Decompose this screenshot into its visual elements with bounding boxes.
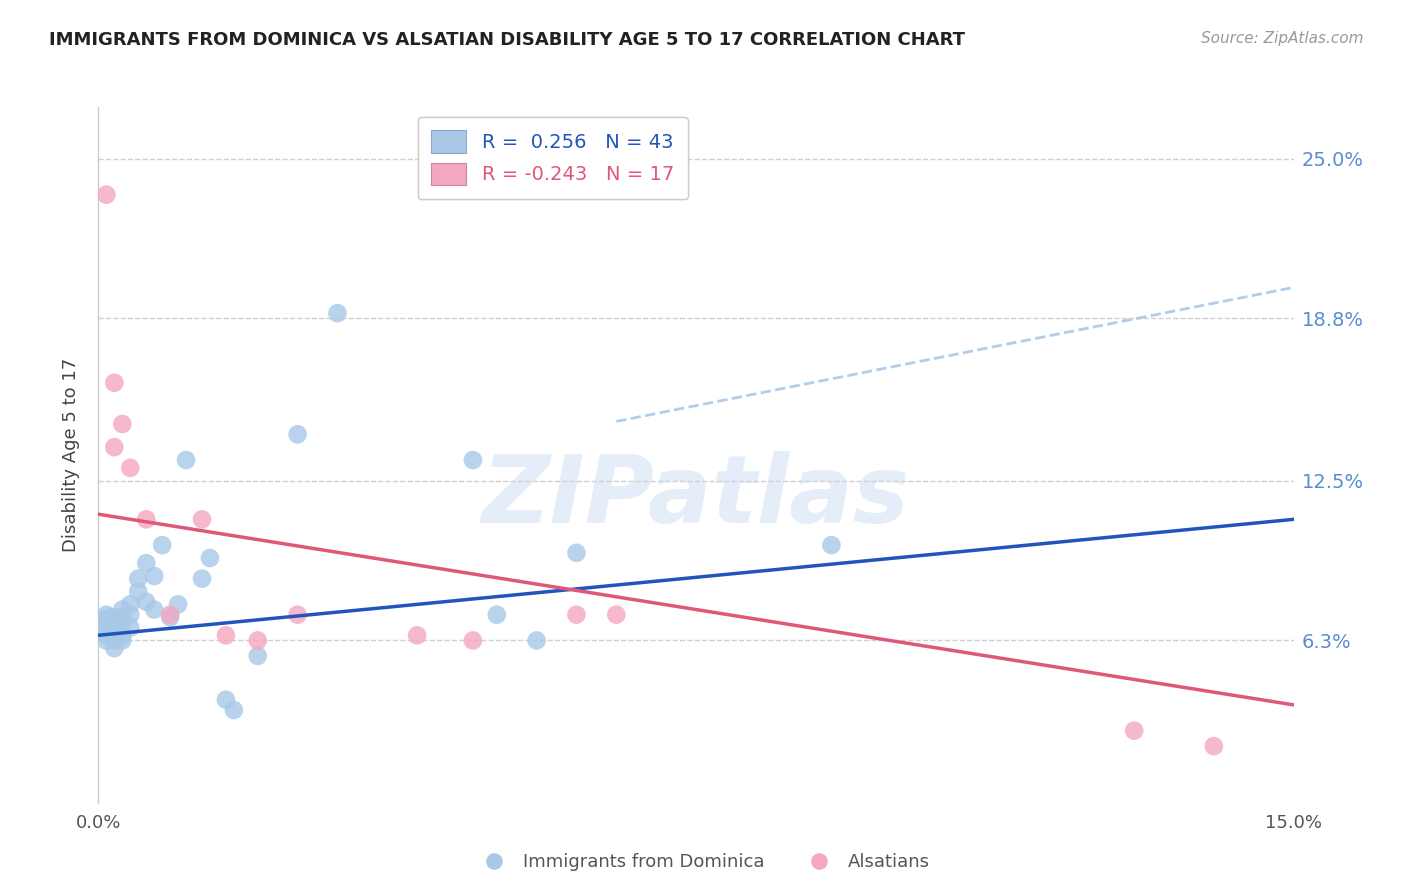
- Point: [96, 187, 118, 202]
- Point: [461, 633, 484, 648]
- Point: [526, 633, 548, 648]
- Point: [93, 613, 115, 627]
- Point: [143, 569, 166, 583]
- Point: [820, 538, 842, 552]
- Point: [103, 633, 125, 648]
- Point: [135, 595, 157, 609]
- Point: [191, 572, 214, 586]
- Point: [103, 376, 125, 390]
- Point: [103, 625, 125, 640]
- Point: [111, 610, 134, 624]
- Text: IMMIGRANTS FROM DOMINICA VS ALSATIAN DISABILITY AGE 5 TO 17 CORRELATION CHART: IMMIGRANTS FROM DOMINICA VS ALSATIAN DIS…: [49, 31, 965, 49]
- Point: [127, 584, 149, 599]
- Point: [111, 628, 134, 642]
- Point: [103, 641, 125, 656]
- Text: Source: ZipAtlas.com: Source: ZipAtlas.com: [1201, 31, 1364, 46]
- Point: [222, 703, 245, 717]
- Point: [198, 551, 221, 566]
- Point: [174, 453, 197, 467]
- Point: [111, 633, 134, 648]
- Point: [167, 598, 190, 612]
- Point: [191, 512, 214, 526]
- Point: [96, 628, 118, 642]
- Point: [120, 460, 142, 475]
- Point: [103, 610, 125, 624]
- Point: [120, 598, 142, 612]
- Legend: Immigrants from Dominica, Alsatians: Immigrants from Dominica, Alsatians: [470, 847, 936, 879]
- Point: [150, 538, 173, 552]
- Point: [159, 607, 181, 622]
- Point: [91, 621, 114, 635]
- Point: [605, 607, 627, 622]
- Y-axis label: Disability Age 5 to 17: Disability Age 5 to 17: [62, 358, 80, 552]
- Legend: R =  0.256   N = 43, R = -0.243   N = 17: R = 0.256 N = 43, R = -0.243 N = 17: [418, 117, 688, 199]
- Point: [461, 453, 484, 467]
- Point: [287, 607, 309, 622]
- Point: [135, 556, 157, 570]
- Point: [120, 621, 142, 635]
- Point: [127, 572, 149, 586]
- Point: [1202, 739, 1225, 753]
- Point: [111, 602, 134, 616]
- Point: [215, 692, 238, 706]
- Point: [246, 633, 269, 648]
- Point: [96, 607, 118, 622]
- Point: [103, 440, 125, 454]
- Point: [246, 648, 269, 663]
- Point: [326, 306, 349, 320]
- Point: [143, 602, 166, 616]
- Point: [100, 621, 122, 635]
- Point: [135, 512, 157, 526]
- Text: ZIPatlas: ZIPatlas: [482, 450, 910, 542]
- Point: [565, 607, 588, 622]
- Point: [406, 628, 429, 642]
- Point: [485, 607, 508, 622]
- Point: [1123, 723, 1146, 738]
- Point: [159, 610, 181, 624]
- Point: [100, 610, 122, 624]
- Point: [565, 546, 588, 560]
- Point: [96, 615, 118, 630]
- Point: [120, 607, 142, 622]
- Point: [103, 618, 125, 632]
- Point: [96, 633, 118, 648]
- Point: [215, 628, 238, 642]
- Point: [111, 618, 134, 632]
- Point: [111, 417, 134, 431]
- Point: [287, 427, 309, 442]
